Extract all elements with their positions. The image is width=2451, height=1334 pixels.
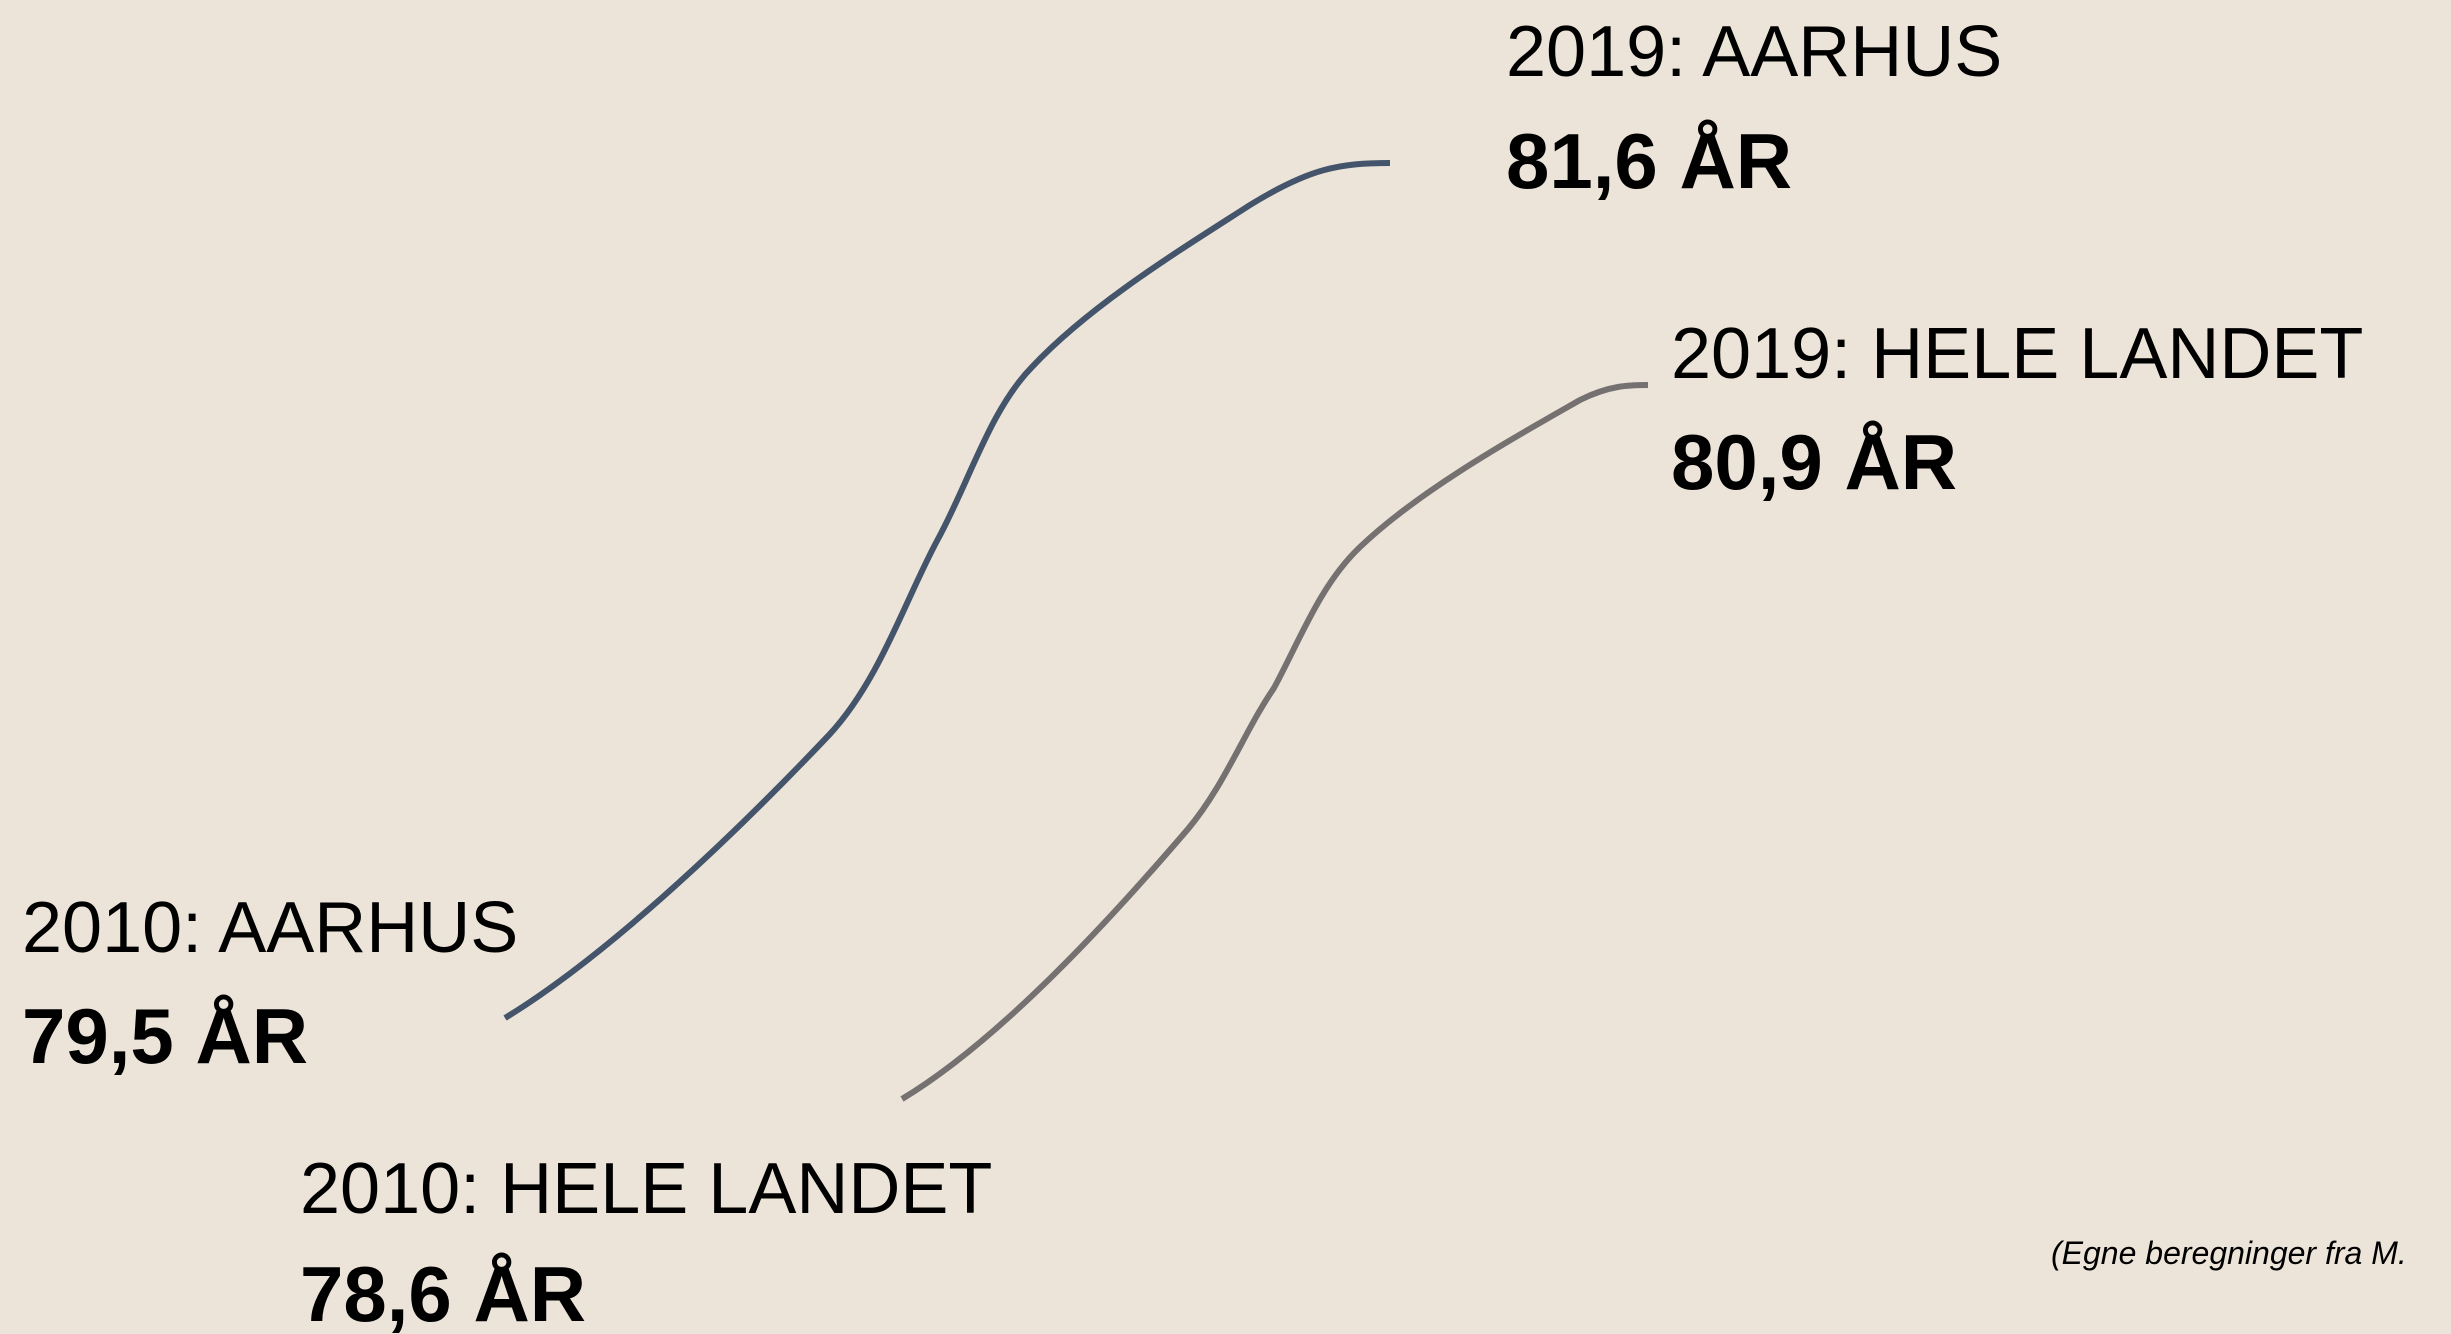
label-year: 2019: AARHUS bbox=[1506, 12, 2002, 92]
label-year: 2010: AARHUS bbox=[22, 888, 518, 968]
label-value: 78,6 ÅR bbox=[300, 1250, 586, 1334]
label-value: 79,5 ÅR bbox=[22, 992, 308, 1080]
label-value: 80,9 ÅR bbox=[1671, 418, 1957, 506]
label-year: 2019: HELE LANDET bbox=[1671, 314, 2363, 394]
label-year: 2010: HELE LANDET bbox=[300, 1149, 992, 1229]
label-value: 81,6 ÅR bbox=[1506, 117, 1792, 205]
source-note: (Egne beregninger fra M. bbox=[2051, 1235, 2407, 1271]
hele-landet-curve bbox=[900, 382, 1649, 1102]
aarhus-curve bbox=[503, 160, 1391, 1021]
